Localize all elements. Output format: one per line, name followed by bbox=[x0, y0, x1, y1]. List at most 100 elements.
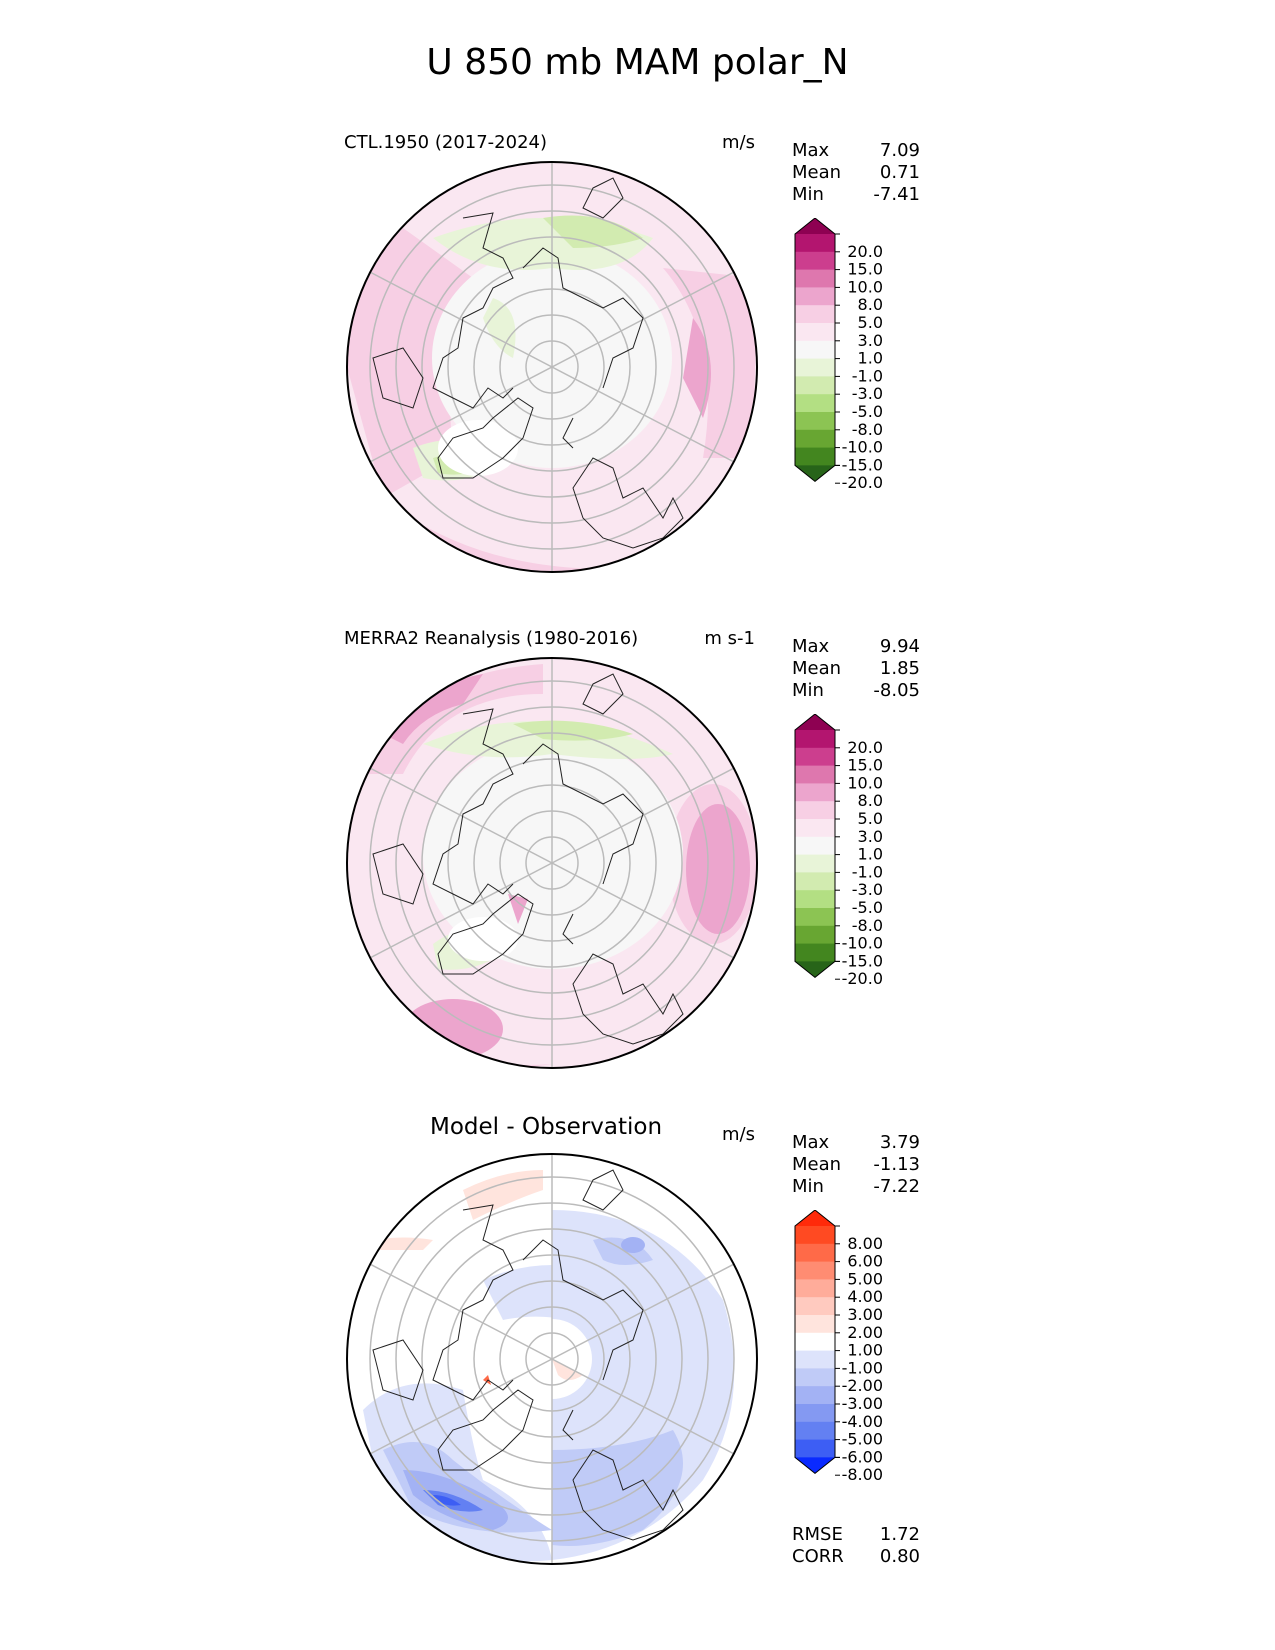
colorbar-segment bbox=[795, 340, 835, 359]
colorbar-segment bbox=[795, 287, 835, 306]
colorbar-tick-label: -15.0 bbox=[842, 455, 883, 474]
colorbar-tick-label: 5.0 bbox=[858, 809, 883, 828]
figure-title: U 850 mb MAM polar_N bbox=[426, 42, 849, 83]
colorbar-tick-label: -1.0 bbox=[852, 862, 883, 881]
colorbar-extend-max bbox=[795, 714, 835, 730]
panel-title: CTL.1950 (2017-2024) bbox=[344, 132, 548, 153]
stat-mean: -1.13 bbox=[873, 1154, 920, 1175]
colorbar: 20.015.010.08.05.03.01.0-1.0-3.0-5.0-8.0… bbox=[794, 218, 883, 492]
stat-label: Mean bbox=[792, 658, 842, 679]
polar-map bbox=[346, 161, 758, 573]
colorbar-segment bbox=[795, 854, 835, 873]
colorbar-extend-min bbox=[795, 465, 835, 482]
colorbar-tick-label: 5.00 bbox=[847, 1269, 883, 1288]
rmse-value: 1.72 bbox=[879, 1524, 920, 1545]
colorbar-tick-label: -8.0 bbox=[852, 916, 883, 935]
colorbar-tick-label: -8.0 bbox=[852, 420, 883, 439]
colorbar-tick-label: 1.0 bbox=[858, 349, 883, 368]
colorbar-extend-max bbox=[795, 218, 835, 234]
colorbar-tick-label: 1.00 bbox=[847, 1341, 883, 1360]
colorbar-segment bbox=[795, 305, 835, 324]
stat-max: 7.09 bbox=[879, 140, 920, 161]
corr-value: 0.80 bbox=[879, 1546, 920, 1567]
stat-min: -7.22 bbox=[873, 1176, 920, 1197]
colorbar-tick-label: 3.0 bbox=[858, 331, 883, 350]
rmse-label: RMSE bbox=[792, 1524, 843, 1545]
colorbar-segment bbox=[795, 1226, 835, 1245]
colorbar-tick-label: 4.00 bbox=[847, 1287, 883, 1306]
colorbar-segment bbox=[795, 1368, 835, 1387]
stat-min: -7.41 bbox=[873, 184, 920, 205]
colorbar-tick-label: -3.0 bbox=[852, 880, 883, 899]
colorbar-tick-label: -2.00 bbox=[842, 1376, 883, 1395]
colorbar-segment bbox=[795, 1332, 835, 1351]
colorbar-segment bbox=[795, 447, 835, 466]
colorbar-tick-label: 8.0 bbox=[858, 791, 883, 810]
colorbar-tick-label: 6.00 bbox=[847, 1252, 883, 1271]
colorbar-segment bbox=[795, 234, 835, 253]
colorbar-segment bbox=[795, 908, 835, 927]
colorbar-segment bbox=[795, 1315, 835, 1334]
colorbar-extend-max bbox=[795, 1210, 835, 1226]
corr-label: CORR bbox=[792, 1546, 844, 1567]
colorbar-tick-label: 20.0 bbox=[847, 738, 883, 757]
colorbar-segment bbox=[795, 1243, 835, 1262]
colorbar-tick-label: 8.00 bbox=[847, 1234, 883, 1253]
colorbar: 20.015.010.08.05.03.01.0-1.0-3.0-5.0-8.0… bbox=[794, 714, 883, 988]
colorbar-tick-label: 3.00 bbox=[847, 1305, 883, 1324]
colorbar-segment bbox=[795, 1279, 835, 1298]
colorbar-segment bbox=[795, 747, 835, 766]
colorbar-tick-label: 20.0 bbox=[847, 242, 883, 261]
colorbar-tick-label: -20.0 bbox=[842, 969, 883, 988]
colorbar-extend-min bbox=[795, 1457, 835, 1474]
colorbar-tick-label: 3.0 bbox=[858, 827, 883, 846]
colorbar-segment bbox=[795, 1421, 835, 1440]
panel-stats: Max 7.09 Mean 0.71 Min -7.41 bbox=[792, 140, 920, 206]
stat-max: 9.94 bbox=[879, 636, 920, 657]
colorbar-tick-label: -5.00 bbox=[842, 1430, 883, 1449]
stat-label: Min bbox=[792, 184, 824, 205]
colorbar-segment bbox=[795, 1404, 835, 1423]
colorbar-segment bbox=[795, 394, 835, 413]
panel-units: m/s bbox=[722, 132, 755, 153]
colorbar-segment bbox=[795, 429, 835, 448]
stat-label: Mean bbox=[792, 1154, 842, 1175]
colorbar-tick-label: -5.0 bbox=[852, 402, 883, 421]
colorbar-tick-label: -5.0 bbox=[852, 898, 883, 917]
colorbar: 8.006.005.004.003.002.001.00-1.00-2.00-3… bbox=[794, 1210, 883, 1484]
colorbar-segment bbox=[795, 358, 835, 377]
panel-stats: Max 9.94 Mean 1.85 Min -8.05 bbox=[792, 636, 920, 702]
colorbar-tick-label: -15.0 bbox=[842, 951, 883, 970]
polar-map bbox=[346, 1153, 758, 1565]
stat-min: -8.05 bbox=[873, 680, 920, 701]
colorbar-segment bbox=[795, 765, 835, 784]
colorbar-tick-label: -8.00 bbox=[842, 1465, 883, 1484]
panel-diff: Model - Observation m/s bbox=[0, 1114, 1275, 1594]
panel-units: m/s bbox=[722, 1124, 755, 1145]
colorbar-segment bbox=[795, 1350, 835, 1369]
colorbar-tick-label: -10.0 bbox=[842, 438, 883, 457]
polar-map bbox=[346, 657, 758, 1069]
stat-mean: 1.85 bbox=[879, 658, 920, 679]
panel-reference: MERRA2 Reanalysis (1980-2016) m s-1 bbox=[0, 628, 1275, 1098]
colorbar-segment bbox=[795, 323, 835, 342]
colorbar-extend-min bbox=[795, 961, 835, 978]
colorbar-tick-label: -3.00 bbox=[842, 1394, 883, 1413]
stat-label: Max bbox=[792, 636, 830, 657]
colorbar-tick-label: -3.0 bbox=[852, 384, 883, 403]
colorbar-segment bbox=[795, 783, 835, 802]
colorbar-segment bbox=[795, 890, 835, 909]
colorbar-segment bbox=[795, 1439, 835, 1458]
colorbar-tick-label: 8.0 bbox=[858, 295, 883, 314]
colorbar-segment bbox=[795, 925, 835, 944]
colorbar-segment bbox=[795, 730, 835, 749]
colorbar-tick-label: -20.0 bbox=[842, 473, 883, 492]
stat-label: Min bbox=[792, 1176, 824, 1197]
panel-title: MERRA2 Reanalysis (1980-2016) bbox=[344, 628, 639, 649]
stat-label: Max bbox=[792, 140, 830, 161]
colorbar-tick-label: -1.00 bbox=[842, 1358, 883, 1377]
colorbar-segment bbox=[795, 1297, 835, 1316]
colorbar-tick-label: -10.0 bbox=[842, 934, 883, 953]
colorbar-tick-label: -1.0 bbox=[852, 366, 883, 385]
stat-mean: 0.71 bbox=[879, 162, 920, 183]
